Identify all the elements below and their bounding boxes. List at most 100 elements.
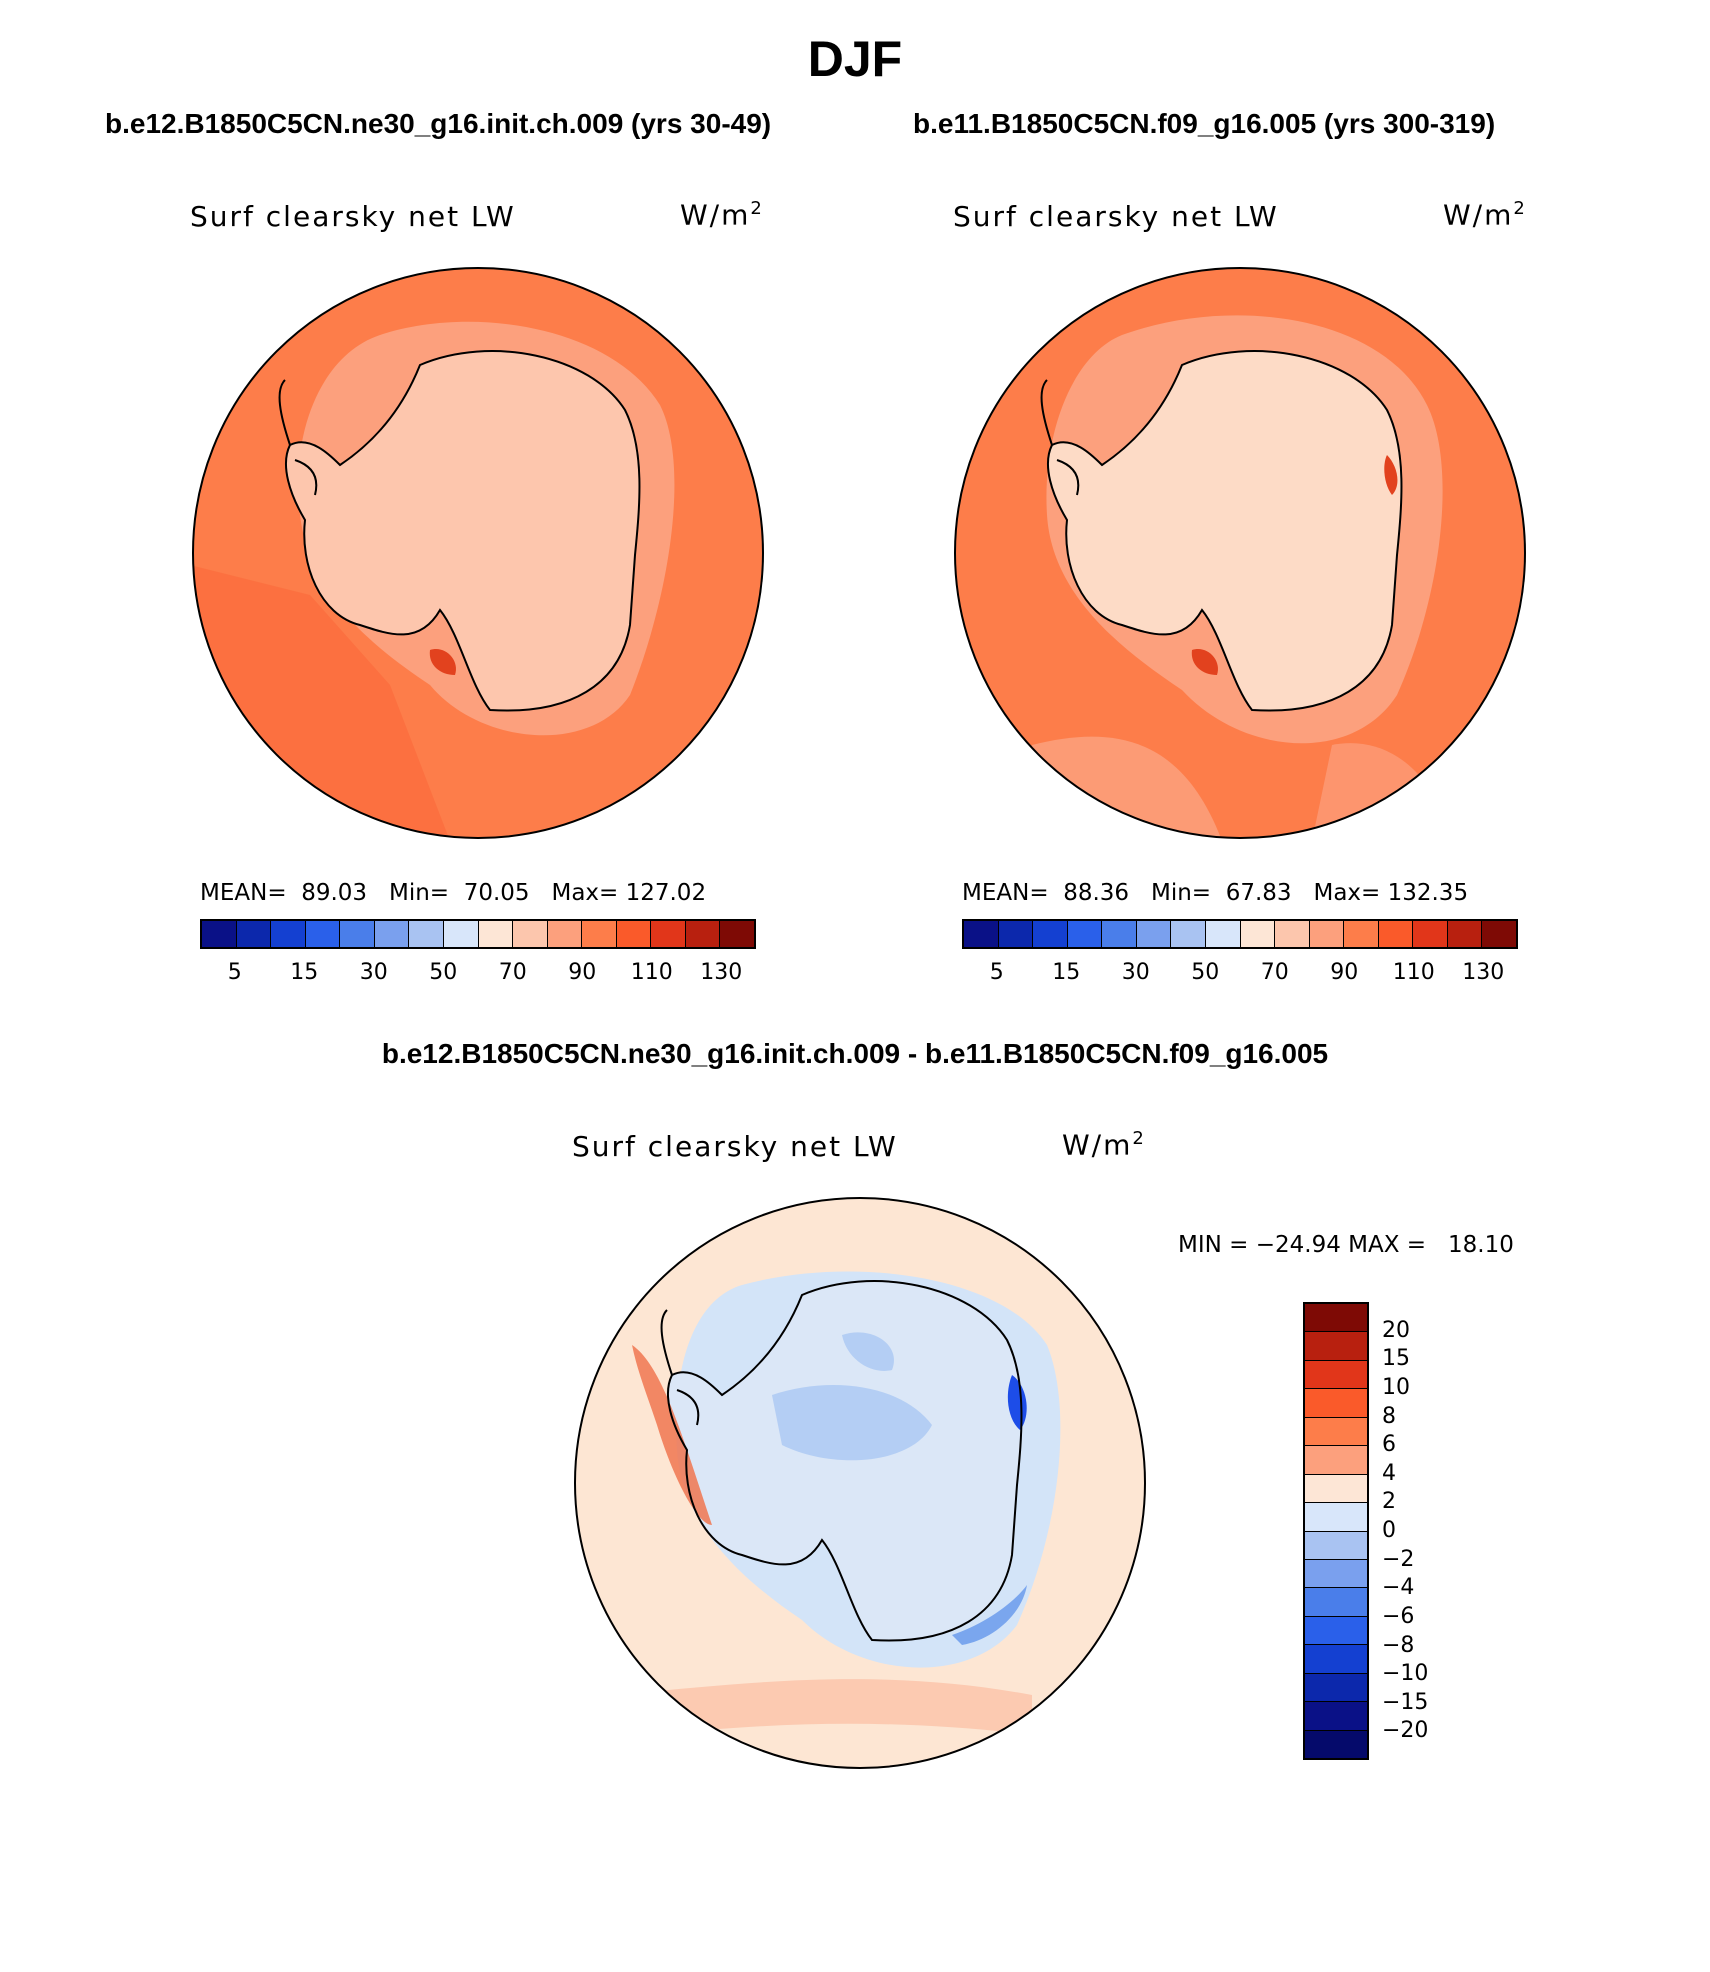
variable-label-right: Surf clearsky net LW — [953, 200, 1279, 233]
stats-left: MEAN= 89.03 Min= 70.05 Max= 127.02 — [200, 880, 707, 906]
map-neg-patch — [842, 1332, 894, 1371]
colorbar-tick-label: 90 — [1330, 960, 1359, 985]
colorbar-swatch — [1305, 1559, 1367, 1589]
colorbar-tick-label: −4 — [1382, 1575, 1415, 1601]
colorbar-tick-label: 130 — [700, 960, 743, 985]
map-hot-spot — [1191, 649, 1218, 675]
colorbar-swatch — [513, 921, 548, 947]
colorbar-tick-label: 15 — [1052, 960, 1081, 985]
map-border — [574, 1197, 1146, 1769]
colorbar-swatch — [1305, 1389, 1367, 1418]
colorbar-swatch — [1305, 1474, 1367, 1504]
colorbar-tick-label: 15 — [1382, 1346, 1410, 1372]
colorbar-swatch — [1136, 921, 1172, 947]
colorbar-tick-label: 30 — [1121, 960, 1150, 985]
colorbar-tick-label: −20 — [1382, 1718, 1429, 1744]
map-continent — [1047, 351, 1402, 711]
colorbar-tick-label: −8 — [1382, 1632, 1415, 1658]
colorbar-swatch — [1305, 1616, 1367, 1646]
antarctic-map-left — [192, 267, 764, 839]
colorbar-swatch — [1305, 1446, 1367, 1475]
colorbar-tick-label: 70 — [1260, 960, 1289, 985]
colorbar-swatch — [1378, 921, 1414, 947]
case-title-left: b.e12.B1850C5CN.ne30_g16.init.ch.009 (yr… — [105, 108, 772, 139]
colorbar-swatch — [1305, 1673, 1367, 1703]
colorbar-swatch — [1344, 921, 1379, 947]
colorbar-swatch — [478, 921, 514, 947]
colorbar-tick-label: 70 — [498, 960, 527, 985]
map-neg-patch — [772, 1385, 932, 1461]
colorbar-tick-label: 2 — [1382, 1489, 1396, 1515]
colorbar-tick-label: 110 — [1392, 960, 1435, 985]
colorbar-swatch — [1482, 921, 1516, 947]
colorbar-tick-label: 0 — [1382, 1518, 1396, 1543]
colorbar-swatch — [1309, 921, 1345, 947]
colorbar-swatch — [1305, 1417, 1367, 1447]
colorbar-tick-label: −6 — [1382, 1603, 1415, 1629]
map-pos-strip — [632, 1345, 712, 1525]
colorbar-swatch — [1413, 921, 1448, 947]
colorbar-tick-label: −2 — [1382, 1546, 1415, 1572]
colorbar-swatch — [685, 921, 721, 947]
page-title: DJF — [807, 31, 903, 87]
colorbar-tick-label: 5 — [989, 960, 1004, 985]
colorbar-tick-label: 5 — [227, 960, 242, 985]
colorbar-tick-label: 20 — [1382, 1317, 1410, 1343]
colorbar-swatch — [651, 921, 686, 947]
map-coastline — [666, 1280, 1023, 1642]
colorbar-swatch — [1305, 1304, 1367, 1333]
colorbar-swatch — [1305, 1503, 1367, 1532]
colorbar-tick-label: 6 — [1382, 1432, 1396, 1458]
colorbar-swatch — [340, 921, 375, 947]
colorbar-tick-label: 110 — [630, 960, 673, 985]
map-continent — [285, 351, 640, 711]
colorbar-swatch — [1305, 1360, 1367, 1390]
diff-minmax: MIN = −24.94 MAX = 18.10 — [1178, 1232, 1514, 1258]
map-border — [192, 267, 764, 839]
colorbar-swatch — [305, 921, 341, 947]
variable-label-diff: Surf clearsky net LW — [572, 1130, 898, 1163]
colorbar-swatch — [1305, 1588, 1367, 1617]
colorbar-left-ticks: 5 15 30 50 70 90 110 130 — [200, 960, 756, 990]
colorbar-swatch — [1171, 921, 1206, 947]
units-label-left: W/m2 — [680, 198, 764, 232]
map-continent-diff — [667, 1281, 1022, 1641]
colorbar-tick-label: −15 — [1382, 1689, 1429, 1715]
map-peninsula — [278, 379, 318, 496]
colorbar-tick-label: 50 — [429, 960, 458, 985]
variable-label-left: Surf clearsky net LW — [190, 200, 516, 233]
colorbar-swatch — [374, 921, 410, 947]
antarctic-map-right — [954, 267, 1526, 839]
map-border — [954, 267, 1526, 839]
colorbar-tick-label: 4 — [1382, 1460, 1396, 1486]
colorbar-swatch — [964, 921, 999, 947]
colorbar-tick-label: 90 — [568, 960, 597, 985]
colorbar-diff — [1303, 1302, 1369, 1760]
map-peninsula — [660, 1309, 700, 1426]
colorbar-swatch — [271, 921, 306, 947]
colorbar-tick-label: 30 — [359, 960, 388, 985]
colorbar-tick-label: −10 — [1382, 1661, 1429, 1687]
case-title-right: b.e11.B1850C5CN.f09_g16.005 (yrs 300-319… — [913, 108, 1496, 139]
units-label-right: W/m2 — [1443, 198, 1527, 232]
colorbar-right-ticks: 5 15 30 50 70 90 110 130 — [962, 960, 1518, 990]
colorbar-tick-label: 130 — [1462, 960, 1505, 985]
colorbar-swatch — [1067, 921, 1103, 947]
colorbar-swatch — [409, 921, 444, 947]
colorbar-swatch — [998, 921, 1034, 947]
colorbar-swatch — [720, 921, 754, 947]
colorbar-swatch — [1305, 1332, 1367, 1361]
colorbar-tick-label: 50 — [1191, 960, 1220, 985]
colorbar-swatch — [1305, 1531, 1367, 1560]
colorbar-tick-label: 15 — [290, 960, 319, 985]
colorbar-swatch — [616, 921, 652, 947]
colorbar-swatch — [1033, 921, 1068, 947]
map-pos-band — [612, 1679, 1032, 1740]
colorbar-diff-ticks: 20 15 10 8 6 4 2 0 −2 −4 −6 −8 −10 −15 −20 — [1382, 1302, 1502, 1760]
colorbar-swatch — [1305, 1645, 1367, 1674]
map-peninsula — [1040, 379, 1080, 496]
colorbar-swatch — [1205, 921, 1241, 947]
antarctic-map-diff — [574, 1197, 1146, 1769]
colorbar-swatch — [443, 921, 479, 947]
colorbar-swatch — [1275, 921, 1310, 947]
